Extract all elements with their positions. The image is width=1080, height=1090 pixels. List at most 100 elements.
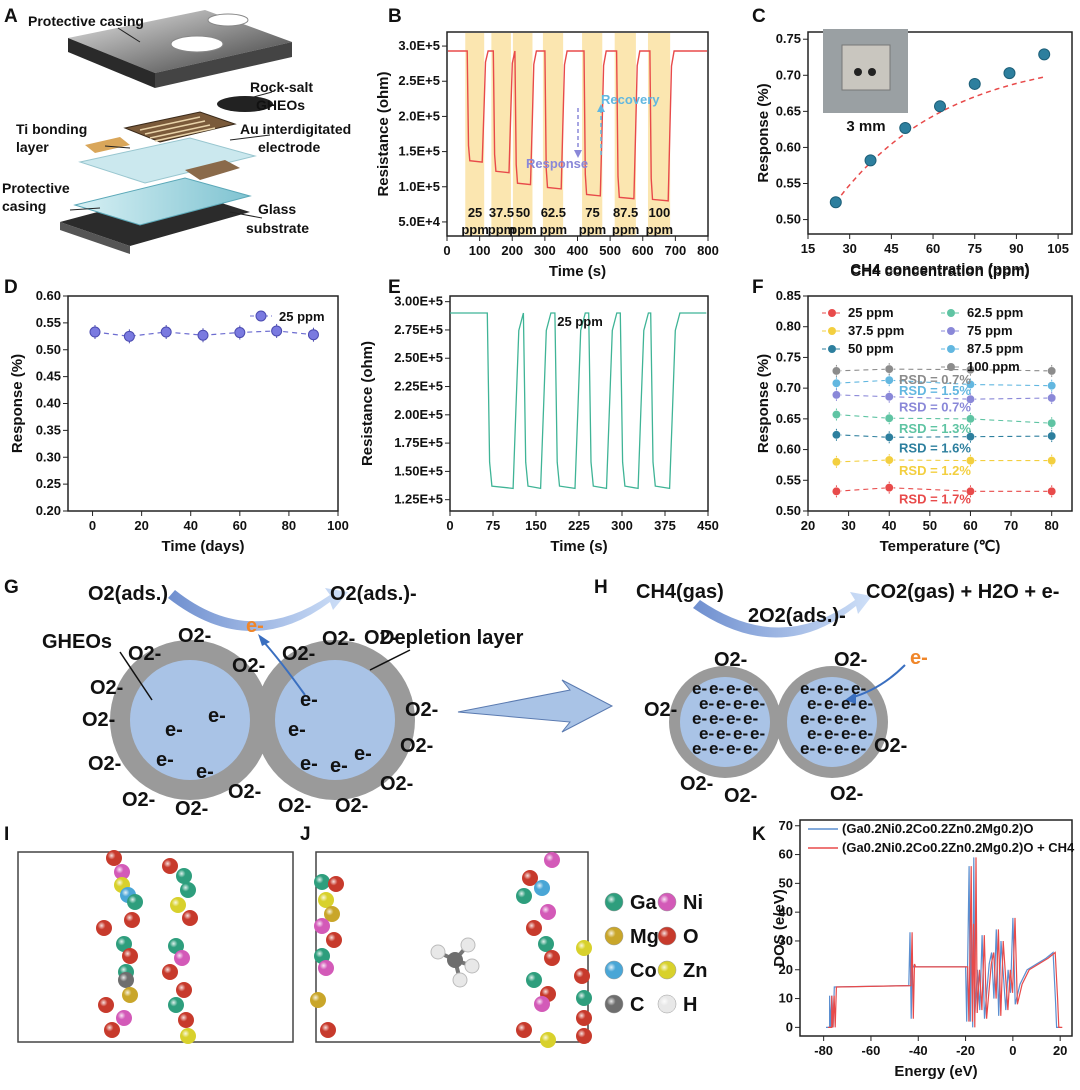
electron: e- — [841, 694, 856, 713]
x-tick-label: 70 — [1004, 518, 1018, 533]
inset-chip — [841, 44, 891, 91]
rsd-label: RSD = 1.7% — [899, 492, 971, 507]
x-tick-label: 225 — [568, 518, 590, 533]
electron: e- — [834, 679, 849, 698]
resistance-line — [448, 50, 707, 202]
series-line — [836, 414, 1052, 424]
legend-label: 62.5 ppm — [967, 305, 1023, 320]
x-tick-label: 300 — [611, 518, 633, 533]
panel-letter-j: J — [300, 824, 311, 845]
x-tick-label: 40 — [882, 518, 896, 533]
y-tick-label: 30 — [779, 933, 793, 948]
panel-letter-d: D — [4, 277, 18, 298]
data-point — [831, 378, 841, 388]
panel-letter-k: K — [752, 824, 766, 845]
rsd-label: RSD = 1.2% — [899, 463, 971, 478]
glass-substrate — [73, 177, 252, 226]
x-tick-label: 20 — [1053, 1043, 1067, 1058]
x-tick-label: 500 — [599, 243, 621, 258]
legend-marker — [947, 363, 955, 371]
data-point — [966, 394, 975, 404]
data-point — [1047, 381, 1057, 391]
chart-e: 0 75 150 225 300 375 450 1.25E+5 1.50E+5 1.75E+5 2… — [359, 294, 719, 555]
electron: e- — [824, 694, 839, 713]
electron: e- — [692, 709, 707, 728]
oxygen-ion: O2- — [228, 781, 261, 803]
x-tick-label: 800 — [697, 243, 719, 258]
electron: e- — [709, 679, 724, 698]
chart-k: -80 -60 -40 -20 0 20 0 10 20 30 40 50 60 70 Energy (eV… — [771, 818, 1075, 1080]
legend-label: 87.5 ppm — [967, 341, 1023, 356]
data-point — [966, 432, 975, 442]
g-o2-left: O2(ads.) — [88, 583, 168, 605]
data-point — [123, 330, 135, 342]
y-tick-label: 0.85 — [776, 288, 801, 303]
legend-label: C — [630, 994, 644, 1016]
data-point — [884, 392, 894, 402]
oxygen-ion: O2- — [680, 773, 713, 795]
x-tick-label: 15 — [801, 241, 815, 256]
grain-right-core — [275, 660, 395, 780]
atom-shine — [174, 950, 190, 966]
atom-shine — [168, 938, 184, 954]
dos-line-pristine — [826, 857, 1061, 1028]
y-tick-label: 0.60 — [36, 288, 61, 303]
ti-bonding-layer — [85, 137, 130, 153]
y-tick-label: 1.5E+5 — [398, 144, 440, 159]
series-line — [836, 394, 1052, 400]
electron: e- — [743, 709, 758, 728]
oxygen-ion: O2- — [282, 643, 315, 665]
grain-left-core — [130, 660, 250, 780]
y-tick-label: 3.0E+5 — [398, 38, 440, 53]
data-point — [968, 77, 981, 90]
g-o2-right: O2(ads.)- — [330, 583, 417, 605]
x-tick-label: 90 — [1009, 241, 1023, 256]
atom-shine — [104, 1022, 120, 1038]
panel-letter-e: E — [388, 277, 401, 298]
y-tick-label: 0.50 — [36, 342, 61, 357]
data-point — [966, 486, 975, 496]
x-tick-label: 60 — [963, 518, 977, 533]
g-gheos-label: GHEOs — [42, 631, 112, 653]
data-point — [307, 329, 319, 341]
reaction-arrow — [693, 592, 872, 638]
y-tick-label: 0.60 — [776, 442, 801, 457]
atom-shine — [106, 850, 122, 866]
oxygen-ion: O2- — [88, 753, 121, 775]
sensing-pad — [185, 160, 240, 180]
electron: e- — [841, 724, 856, 743]
atom-shine — [544, 950, 560, 966]
plot-frame — [807, 31, 1073, 235]
x-tick-label: 80 — [282, 518, 296, 533]
response-band — [647, 33, 671, 235]
legend-label: 25 ppm — [279, 309, 325, 324]
electron: e- — [726, 739, 741, 758]
inset-scale-label: 3 mm — [846, 118, 885, 135]
legend-label: Zn — [683, 960, 707, 982]
g-electrons: e-e-e-e-e-e-e-e-e- — [156, 689, 372, 783]
atom-shine — [320, 1022, 336, 1038]
y-tick-label: 0.55 — [776, 176, 801, 191]
oxygen-ion: O2- — [380, 773, 413, 795]
atom-shine — [310, 992, 326, 1008]
atom-legend: Ga Ni Mg O Co Zn C H — [604, 892, 707, 1016]
data-point — [1047, 393, 1057, 403]
atom-shine — [318, 892, 334, 908]
chart-f: 20 30 40 50 60 70 80 0.50 0.55 0.60 0.65 0.70 0.75 0.… — [755, 288, 1073, 555]
electron: e- — [800, 679, 815, 698]
y-tick-label: 0.70 — [776, 380, 801, 395]
electron: e- — [807, 694, 822, 713]
electron: e- — [858, 724, 873, 743]
legend-label: Ni — [683, 892, 703, 914]
panel-g-mechanism: O2(ads.) O2(ads.)- e- GHEOs Depletion la… — [42, 583, 614, 820]
legend-label: (Ga0.2Ni0.2Co0.2Zn0.2Mg0.2)O — [842, 821, 1033, 836]
panel-ij-structures: Ga Ni Mg O Co Zn C H — [17, 850, 707, 1048]
panel-letter-b: B — [388, 6, 402, 27]
data-point — [899, 121, 912, 134]
panel-letters: A B C D E F G H I J K — [4, 6, 766, 845]
y-tick-label: 0.25 — [36, 476, 61, 491]
g-depletion-label: Depletion layer — [380, 627, 524, 649]
concentration-unit: ppm — [461, 222, 488, 237]
y-tick-label: 0.50 — [776, 503, 801, 518]
atom-shine — [118, 972, 134, 988]
